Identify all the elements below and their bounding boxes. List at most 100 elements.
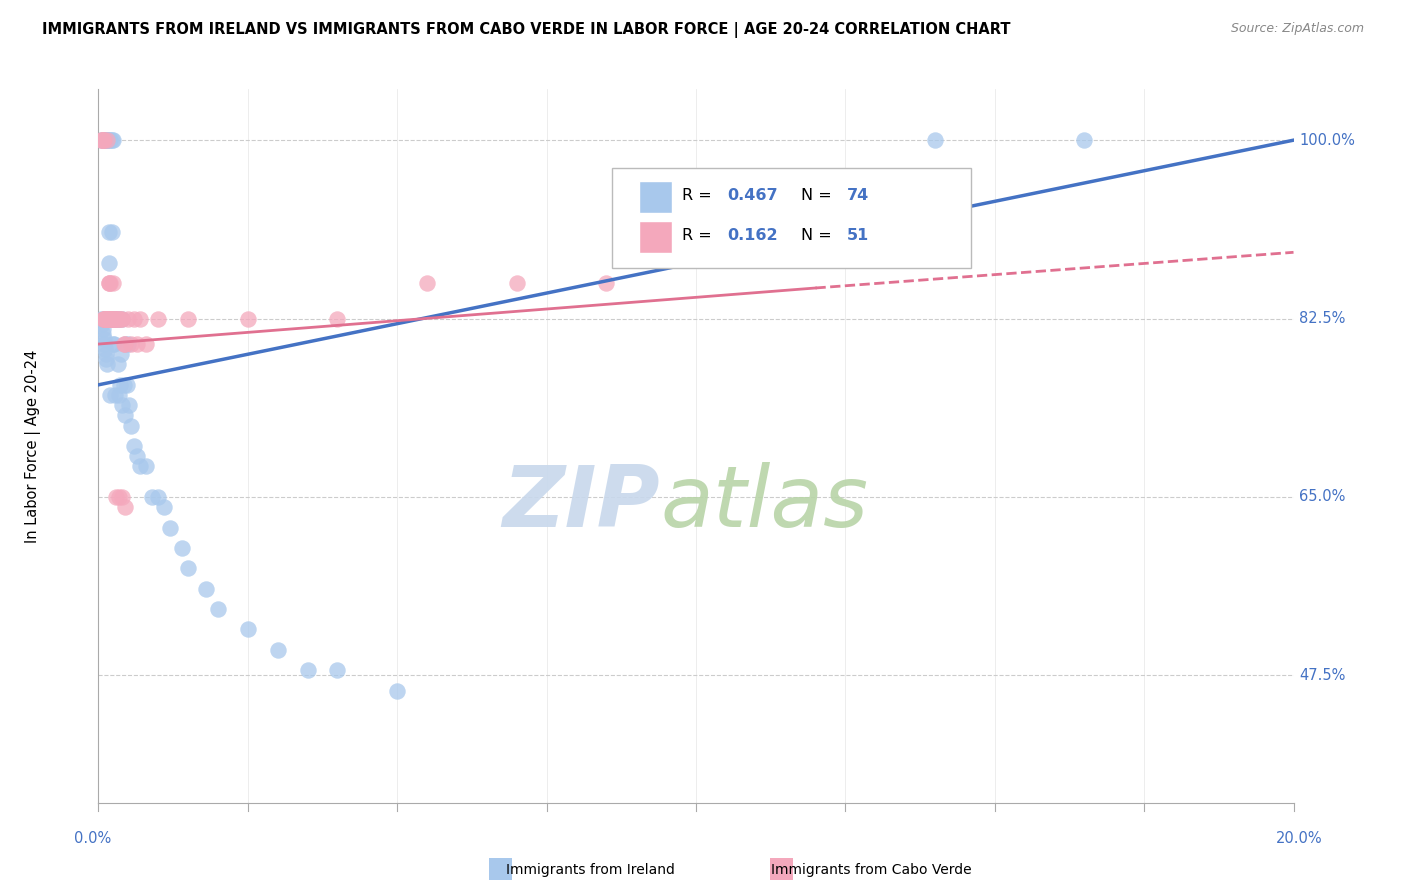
Point bbox=[97, 311, 120, 326]
Point bbox=[112, 377, 135, 392]
Point bbox=[114, 337, 136, 351]
FancyBboxPatch shape bbox=[638, 181, 672, 213]
Text: R =: R = bbox=[682, 228, 717, 243]
Point bbox=[111, 490, 134, 504]
Point bbox=[96, 358, 118, 372]
Point bbox=[94, 342, 117, 356]
Point bbox=[416, 276, 439, 290]
Point bbox=[96, 133, 118, 147]
Point bbox=[111, 311, 134, 326]
Point bbox=[94, 311, 117, 326]
Point bbox=[91, 311, 114, 326]
Point bbox=[112, 337, 135, 351]
Point bbox=[267, 643, 290, 657]
Point bbox=[108, 490, 131, 504]
Point bbox=[177, 311, 200, 326]
Point bbox=[101, 311, 124, 326]
Point bbox=[96, 133, 118, 147]
Point bbox=[104, 388, 127, 402]
Point bbox=[148, 311, 170, 326]
Point bbox=[96, 133, 118, 147]
Point bbox=[110, 311, 132, 326]
Point bbox=[98, 311, 122, 326]
Point bbox=[98, 311, 122, 326]
Point bbox=[114, 500, 136, 515]
Point bbox=[108, 311, 131, 326]
Point bbox=[135, 459, 157, 474]
Point bbox=[97, 225, 120, 239]
Point bbox=[91, 133, 114, 147]
Point bbox=[924, 133, 946, 147]
Point bbox=[96, 352, 118, 367]
Point bbox=[127, 449, 149, 463]
Text: Source: ZipAtlas.com: Source: ZipAtlas.com bbox=[1230, 22, 1364, 36]
Point bbox=[98, 276, 121, 290]
Text: 47.5%: 47.5% bbox=[1299, 668, 1346, 683]
Point bbox=[120, 337, 142, 351]
Point bbox=[93, 133, 115, 147]
Point bbox=[111, 311, 134, 326]
Point bbox=[114, 409, 136, 423]
Point bbox=[105, 311, 128, 326]
Point bbox=[94, 311, 117, 326]
Point bbox=[124, 439, 146, 453]
Point bbox=[96, 133, 118, 147]
Text: Immigrants from Cabo Verde: Immigrants from Cabo Verde bbox=[772, 863, 972, 877]
Point bbox=[100, 311, 122, 326]
Point bbox=[105, 311, 128, 326]
Text: 74: 74 bbox=[846, 187, 869, 202]
Point bbox=[103, 311, 125, 326]
Point bbox=[98, 255, 121, 269]
Point bbox=[90, 133, 112, 147]
Point bbox=[385, 683, 409, 698]
Point bbox=[135, 337, 157, 351]
Point bbox=[91, 133, 114, 147]
Point bbox=[91, 133, 114, 147]
Text: In Labor Force | Age 20-24: In Labor Force | Age 20-24 bbox=[25, 350, 41, 542]
Text: 65.0%: 65.0% bbox=[1299, 490, 1346, 505]
Point bbox=[96, 133, 118, 147]
Point bbox=[103, 276, 125, 290]
Point bbox=[326, 663, 349, 677]
Point bbox=[172, 541, 194, 555]
Point bbox=[98, 276, 122, 290]
Point bbox=[108, 388, 131, 402]
Point bbox=[94, 311, 117, 326]
Point bbox=[94, 347, 117, 361]
Text: IMMIGRANTS FROM IRELAND VS IMMIGRANTS FROM CABO VERDE IN LABOR FORCE | AGE 20-24: IMMIGRANTS FROM IRELAND VS IMMIGRANTS FR… bbox=[42, 22, 1011, 38]
Point bbox=[97, 276, 120, 290]
Text: ZIP: ZIP bbox=[502, 461, 661, 545]
Point bbox=[159, 520, 181, 534]
Point bbox=[98, 133, 122, 147]
Point bbox=[101, 337, 124, 351]
Point bbox=[114, 337, 136, 351]
Point bbox=[100, 311, 122, 326]
Point bbox=[93, 133, 115, 147]
Text: atlas: atlas bbox=[661, 461, 868, 545]
Point bbox=[97, 311, 120, 326]
Point bbox=[153, 500, 176, 515]
Text: 20.0%: 20.0% bbox=[1277, 831, 1323, 847]
Point bbox=[129, 311, 152, 326]
Point bbox=[207, 602, 229, 616]
Point bbox=[148, 490, 170, 504]
Point bbox=[108, 311, 131, 326]
Text: 0.0%: 0.0% bbox=[75, 831, 111, 847]
Point bbox=[91, 317, 114, 331]
Point bbox=[98, 311, 121, 326]
Point bbox=[93, 311, 115, 326]
Point bbox=[506, 276, 529, 290]
Point bbox=[107, 311, 129, 326]
Point bbox=[117, 337, 139, 351]
Point bbox=[111, 398, 134, 412]
Point bbox=[98, 311, 121, 326]
Text: Immigrants from Ireland: Immigrants from Ireland bbox=[506, 863, 675, 877]
Point bbox=[107, 358, 129, 372]
Point bbox=[96, 311, 118, 326]
Point bbox=[177, 561, 200, 575]
Point bbox=[93, 332, 115, 346]
Point bbox=[98, 133, 121, 147]
Point bbox=[236, 623, 259, 637]
Point bbox=[93, 337, 115, 351]
Point bbox=[108, 377, 131, 392]
